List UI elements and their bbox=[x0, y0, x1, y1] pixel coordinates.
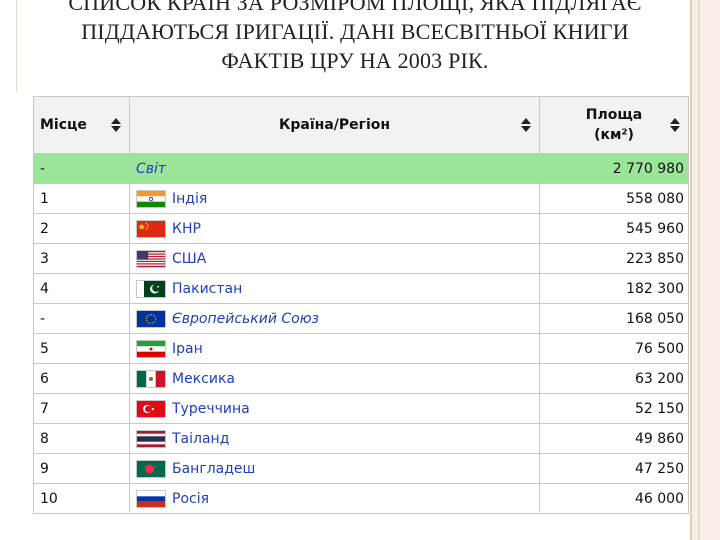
cell-area: 47 250 bbox=[539, 453, 689, 484]
cell-rank: 1 bbox=[33, 183, 130, 214]
cell-country: Росія bbox=[129, 483, 540, 514]
table-row: 10 Росія 46 000 bbox=[33, 483, 689, 514]
eu-flag-icon bbox=[136, 309, 166, 328]
cell-area: 168 050 bbox=[539, 303, 689, 334]
column-header-country[interactable]: Країна/Регіон bbox=[129, 96, 540, 154]
cell-area: 52 150 bbox=[539, 393, 689, 424]
country-link[interactable]: Індія bbox=[172, 190, 208, 207]
cell-country: Бангладеш bbox=[129, 453, 540, 484]
china-flag-icon bbox=[136, 219, 166, 238]
country-link[interactable]: Бангладеш bbox=[172, 460, 256, 477]
cell-area: 2 770 980 bbox=[539, 153, 689, 184]
cell-country: Індія bbox=[129, 183, 540, 214]
cell-rank: 7 bbox=[33, 393, 130, 424]
pakistan-flag-icon bbox=[136, 279, 166, 298]
cell-country: Іран bbox=[129, 333, 540, 364]
irrigation-table: Місце Країна/Регіон Площа (км²) - Світ 2 7… bbox=[33, 96, 689, 514]
country-link[interactable]: Мексика bbox=[172, 370, 235, 387]
cell-rank: 10 bbox=[33, 483, 130, 514]
cell-country: Європейський Союз bbox=[129, 303, 540, 334]
title-line-1: СПИСОК КРАЇН ЗА РОЗМІРОМ ПЛОЩІ, ЯКА ПІДЛ… bbox=[68, 0, 642, 15]
country-link[interactable]: Росія bbox=[172, 490, 210, 507]
russia-flag-icon bbox=[136, 489, 166, 508]
frame-rule bbox=[690, 0, 692, 540]
cell-country: США bbox=[129, 243, 540, 274]
cell-area: 76 500 bbox=[539, 333, 689, 364]
column-header-label: Місце bbox=[40, 117, 87, 133]
slide-frame-left bbox=[16, 0, 17, 92]
table-row: 5 Іран 76 500 bbox=[33, 333, 689, 364]
table-row: - Європейський Союз 168 050 bbox=[33, 303, 689, 334]
country-link[interactable]: Європейський Союз bbox=[172, 310, 319, 327]
column-header-rank[interactable]: Місце bbox=[33, 96, 130, 154]
india-flag-icon bbox=[136, 189, 166, 208]
country-link[interactable]: США bbox=[172, 250, 207, 267]
cell-area: 46 000 bbox=[539, 483, 689, 514]
cell-area: 182 300 bbox=[539, 273, 689, 304]
country-link[interactable]: Таіланд bbox=[172, 430, 230, 447]
cell-rank: 2 bbox=[33, 213, 130, 244]
sort-icon[interactable] bbox=[521, 118, 531, 132]
table-row: 1 Індія 558 080 bbox=[33, 183, 689, 214]
sort-icon[interactable] bbox=[670, 118, 680, 132]
mexico-flag-icon bbox=[136, 369, 166, 388]
cell-country: Таіланд bbox=[129, 423, 540, 454]
title-line-3: ФАКТІВ ЦРУ НА 2003 РІК. bbox=[221, 48, 489, 73]
cell-country: КНР bbox=[129, 213, 540, 244]
cell-country: Мексика bbox=[129, 363, 540, 394]
iran-flag-icon bbox=[136, 339, 166, 358]
table-header-row: Місце Країна/Регіон Площа (км²) bbox=[33, 96, 689, 154]
cell-area: 49 860 bbox=[539, 423, 689, 454]
table-row: 9 Бангладеш 47 250 bbox=[33, 453, 689, 484]
country-link[interactable]: Іран bbox=[172, 340, 203, 357]
cell-rank: - bbox=[33, 153, 130, 184]
sort-icon[interactable] bbox=[111, 118, 121, 132]
country-link[interactable]: КНР bbox=[172, 220, 201, 237]
slide-frame-right bbox=[690, 0, 720, 540]
thailand-flag-icon bbox=[136, 429, 166, 448]
column-header-unit: (км²) bbox=[594, 127, 634, 143]
country-link[interactable]: Світ bbox=[136, 160, 167, 177]
cell-area: 63 200 bbox=[539, 363, 689, 394]
table-row: 7 Туреччина 52 150 bbox=[33, 393, 689, 424]
cell-rank: 3 bbox=[33, 243, 130, 274]
table-body: - Світ 2 770 980 1 Індія 558 080 2 КНР 545 960 3 С… bbox=[33, 153, 689, 514]
usa-flag-icon bbox=[136, 249, 166, 268]
table-row: 6 Мексика 63 200 bbox=[33, 363, 689, 394]
table-row: 4 Пакистан 182 300 bbox=[33, 273, 689, 304]
country-link[interactable]: Пакистан bbox=[172, 280, 243, 297]
title-line-2: ПІДДАЮТЬСЯ ІРИГАЦІЇ. ДАНІ ВСЕСВІТНЬОЇ КН… bbox=[81, 19, 629, 44]
cell-rank: 5 bbox=[33, 333, 130, 364]
cell-rank: 9 bbox=[33, 453, 130, 484]
cell-area: 558 080 bbox=[539, 183, 689, 214]
table-row: 2 КНР 545 960 bbox=[33, 213, 689, 244]
column-header-area[interactable]: Площа (км²) bbox=[539, 96, 689, 154]
cell-country: Світ bbox=[129, 153, 540, 184]
cell-area: 545 960 bbox=[539, 213, 689, 244]
cell-rank: - bbox=[33, 303, 130, 334]
column-header-label: Площа bbox=[585, 107, 643, 123]
table-row: - Світ 2 770 980 bbox=[33, 153, 689, 184]
slide-title: СПИСОК КРАЇН ЗА РОЗМІРОМ ПЛОЩІ, ЯКА ПІДЛ… bbox=[20, 0, 690, 75]
table-row: 3 США 223 850 bbox=[33, 243, 689, 274]
cell-area: 223 850 bbox=[539, 243, 689, 274]
column-header-label: Країна/Регіон bbox=[278, 117, 391, 133]
cell-rank: 6 bbox=[33, 363, 130, 394]
cell-rank: 8 bbox=[33, 423, 130, 454]
cell-country: Туреччина bbox=[129, 393, 540, 424]
cell-country: Пакистан bbox=[129, 273, 540, 304]
turkey-flag-icon bbox=[136, 399, 166, 418]
cell-rank: 4 bbox=[33, 273, 130, 304]
country-link[interactable]: Туреччина bbox=[172, 400, 250, 417]
bangladesh-flag-icon bbox=[136, 459, 166, 478]
frame-rule bbox=[698, 0, 700, 540]
table-row: 8 Таіланд 49 860 bbox=[33, 423, 689, 454]
